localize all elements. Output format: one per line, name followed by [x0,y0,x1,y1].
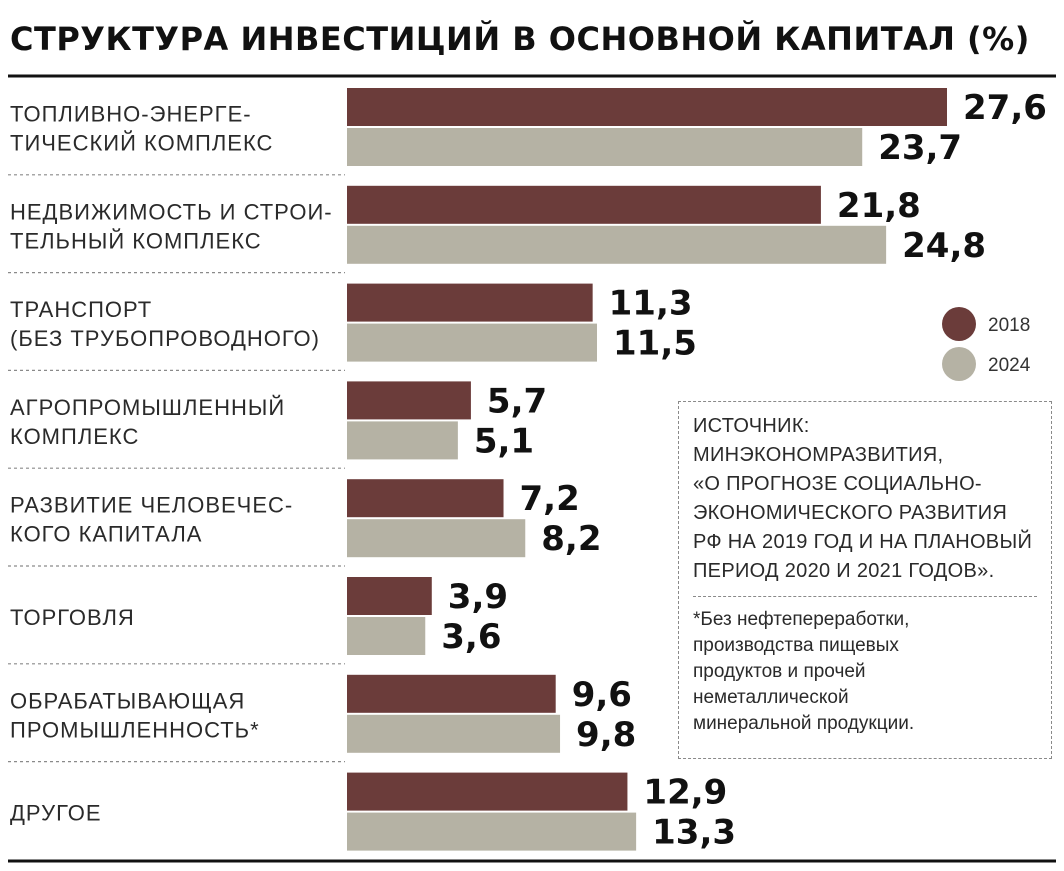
category-label: НЕДВИЖИМОСТЬ И СТРОИ- [10,199,333,224]
category-label: КОГО КАПИТАЛА [10,522,202,547]
category-label: ТЕЛЬНЫЙ КОМПЛЕКС [10,228,262,253]
bar-2024-1 [347,225,887,264]
legend-label-2024: 2024 [988,355,1031,376]
category-label: ТОПЛИВНО-ЭНЕРГЕ- [10,102,252,127]
source-line: РФ НА 2019 ГОД И НА ПЛАНОВЫЙ [693,531,1033,553]
data-label-2018-1: 21,8 [837,186,921,226]
bar-2018-4 [347,479,504,518]
source-text: ИСТОЧНИК: МИНЭКОНОМРАЗВИТИЯ, «О ПРОГНОЗЕ С… [693,412,1037,586]
category-label: АГРОПРОМЫШЛЕННЫЙ [10,395,285,420]
data-label-2024-2: 11,5 [613,324,697,364]
chart-title: СТРУКТУРА ИНВЕСТИЦИЙ В ОСНОВНОЙ КАПИТАЛ … [10,20,1030,58]
footnote-text: *Без нефтепереработки, производства пищев… [693,607,1037,737]
data-label-2024-0: 23,7 [878,128,962,168]
category-label: ТОРГОВЛЯ [10,605,135,630]
data-label-2018-2: 11,3 [609,284,693,324]
footnote-line: производства пищевых [693,635,899,656]
footnote-line: продуктов и прочей [693,661,866,682]
bar-2018-5 [347,577,432,615]
bar-2018-2 [347,283,593,322]
category-label: (БЕЗ ТРУБОПРОВОДНОГО) [10,326,320,351]
source-note-box: ИСТОЧНИК: МИНЭКОНОМРАЗВИТИЯ, «О ПРОГНОЗЕ С… [678,401,1052,759]
data-label-2024-1: 24,8 [902,226,986,266]
data-label-2024-7: 13,3 [652,813,736,853]
bar-2018-7 [347,772,628,811]
source-line: ПЕРИОД 2020 И 2021 ГОДОВ». [693,560,995,582]
bar-2018-0 [347,88,947,126]
bar-2024-6 [347,714,561,753]
data-label-2018-3: 5,7 [487,381,547,421]
data-label-2018-5: 3,9 [448,577,508,617]
category-label: ТИЧЕСКИЙ КОМПЛЕКС [10,131,273,156]
bar-2024-7 [347,812,637,851]
source-line: МИНЭКОНОМРАЗВИТИЯ, [693,444,944,466]
bar-2018-6 [347,674,556,713]
footnote-line: минеральной продукции. [693,713,915,734]
source-line: ЭКОНОМИЧЕСКОГО РАЗВИТИЯ [693,502,1008,524]
category-label: КОМПЛЕКС [10,424,139,449]
data-label-2024-6: 9,8 [576,715,636,755]
bar-2024-5 [347,617,426,655]
category-label: ДРУГОЕ [10,801,102,826]
source-line: «О ПРОГНОЗЕ СОЦИАЛЬНО- [693,473,982,495]
category-label: ПРОМЫШЛЕННОСТЬ* [10,717,260,742]
category-label: ОБРАБАТЫВАЮЩАЯ [10,688,245,713]
data-label-2024-4: 8,2 [541,519,601,559]
footnote-line: *Без нефтепереработки, [693,609,910,630]
data-label-2018-4: 7,2 [520,479,580,519]
source-line: ИСТОЧНИК: [693,415,810,437]
bar-2024-3 [347,421,458,460]
bar-2024-4 [347,519,526,558]
data-label-2024-5: 3,6 [441,617,501,657]
legend-label-2018: 2018 [988,315,1030,336]
category-label: ТРАНСПОРТ [10,297,152,322]
data-label-2018-7: 12,9 [643,773,727,813]
source-divider [693,596,1037,597]
bar-2018-1 [347,185,821,224]
data-label-2024-3: 5,1 [474,421,534,461]
category-label: РАЗВИТИЕ ЧЕЛОВЕЧЕС- [10,493,293,518]
bar-2018-3 [347,381,471,420]
data-label-2018-6: 9,6 [572,675,632,715]
bar-2024-2 [347,323,597,362]
footnote-line: неметаллической [693,687,849,708]
legend-swatch-2018 [942,307,976,341]
legend-swatch-2024 [942,347,976,381]
bar-2024-0 [347,128,863,166]
data-label-2018-0: 27,6 [963,88,1047,128]
